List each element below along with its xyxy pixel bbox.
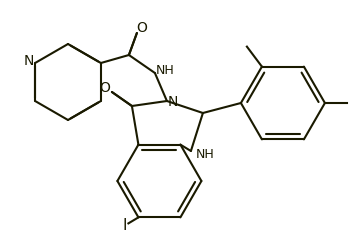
Text: O: O (100, 81, 110, 95)
Text: I: I (122, 218, 127, 233)
Text: NH: NH (156, 64, 174, 78)
Text: NH: NH (196, 148, 214, 162)
Text: N: N (24, 54, 34, 68)
Text: O: O (137, 21, 147, 35)
Text: N: N (168, 95, 178, 109)
